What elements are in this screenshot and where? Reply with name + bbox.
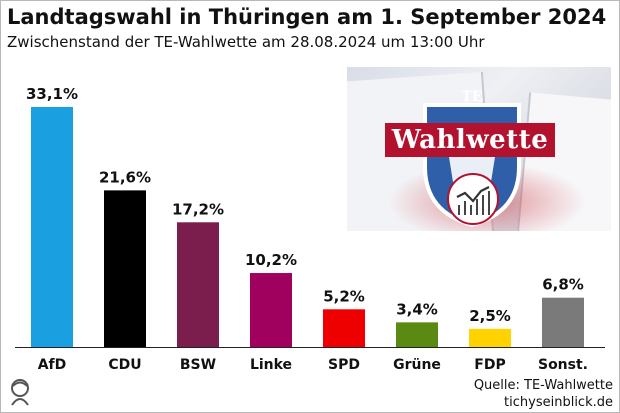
category-label: Linke	[250, 357, 292, 373]
category-label: Grüne	[393, 357, 441, 373]
source-website: tichyseinblick.de	[504, 395, 613, 410]
tichys-einblick-logo-icon	[11, 379, 29, 406]
value-label: 3,4%	[396, 300, 438, 318]
chart-title: Landtagswahl in Thüringen am 1. Septembe…	[7, 5, 607, 29]
category-label: Sonst.	[538, 357, 588, 373]
wahlwette-promo-image: TE Wahlwette	[347, 67, 611, 231]
value-label: 10,2%	[245, 251, 297, 269]
category-label: SPD	[328, 357, 360, 373]
bar-bsw	[177, 222, 219, 347]
category-label: CDU	[108, 357, 141, 373]
value-label: 6,8%	[542, 276, 584, 294]
source-note: Quelle: TE-Wahlwette tichyseinblick.de	[474, 377, 613, 411]
category-label: AfD	[38, 357, 67, 373]
wahlwette-banner: Wahlwette	[385, 123, 555, 157]
value-label: 17,2%	[172, 200, 224, 218]
crest-letters: TE	[461, 89, 482, 105]
bar-afd	[31, 107, 73, 347]
value-label: 5,2%	[323, 287, 365, 305]
bar-spd	[323, 309, 365, 347]
chart-subtitle: Zwischenstand der TE-Wahlwette am 28.08.…	[7, 33, 485, 51]
value-label: 2,5%	[469, 307, 511, 325]
bar-fdp	[469, 328, 511, 347]
bar-linke	[250, 273, 292, 347]
source-line: Quelle: TE-Wahlwette	[473, 378, 613, 393]
bar-cdu	[104, 190, 146, 347]
category-label: FDP	[474, 357, 505, 373]
bar-grne	[396, 322, 438, 347]
category-label: BSW	[180, 357, 216, 373]
chart-circle-icon	[447, 173, 499, 225]
value-label: 33,1%	[26, 85, 78, 103]
value-label: 21,6%	[99, 168, 151, 186]
bar-sonst	[542, 297, 584, 347]
mini-chart-icon	[456, 186, 490, 215]
